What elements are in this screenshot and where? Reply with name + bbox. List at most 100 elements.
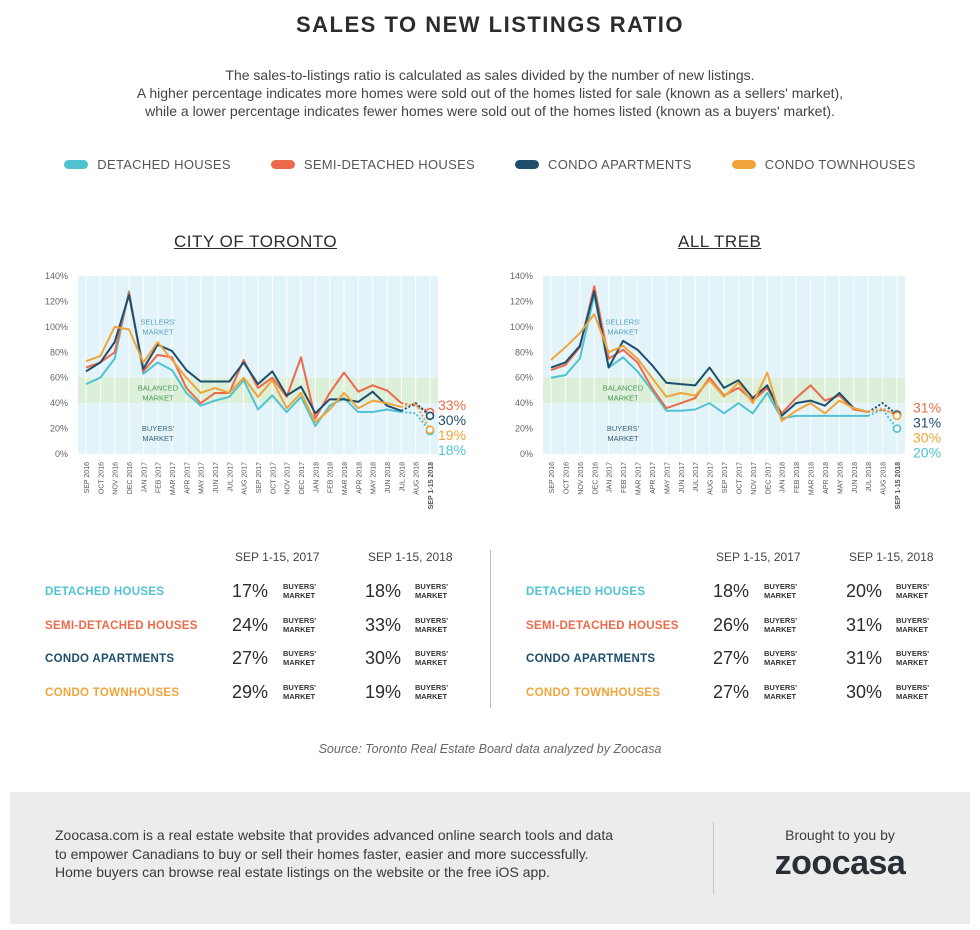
market-2018: BUYERS' MARKET [896, 682, 930, 701]
x-tick-label: MAY 2018 [837, 462, 844, 494]
y-tick-label: 60% [515, 373, 533, 383]
series-line [550, 313, 869, 422]
row-label: SEMI-DETACHED HOUSES [526, 619, 679, 632]
series-line-projection [401, 402, 431, 413]
row-label: CONDO TOWNHOUSES [45, 686, 180, 699]
market-2017: BUYERS' MARKET [283, 649, 317, 667]
x-tick-label: OCT 2016 [563, 462, 570, 494]
zone-label: BUYERS' MARKET [142, 424, 175, 443]
x-tick-label: MAY 2017 [664, 462, 671, 494]
x-tick-label: JUN 2018 [852, 462, 859, 493]
legend-item-detached: DETACHED HOUSES [64, 157, 231, 172]
chart-title-treb: ALL TREB [678, 232, 762, 251]
market-2017: BUYERS' MARKET [764, 649, 798, 667]
x-tick-label: JAN 2018 [780, 462, 787, 493]
market-2018: BUYERS' MARKET [896, 615, 930, 634]
x-tick-label: DEC 2016 [127, 462, 134, 494]
y-tick-label: 120% [510, 296, 533, 306]
legend-label: CONDO TOWNHOUSES [764, 157, 916, 172]
x-tick-label: DEC 2017 [299, 462, 306, 494]
zone-label: BALANCED MARKET [138, 383, 179, 402]
x-tick-label: JUL 2017 [227, 462, 234, 492]
series-line-projection [867, 407, 898, 417]
row-label: CONDO APARTMENTS [526, 653, 656, 665]
x-tick-label: MAR 2018 [342, 462, 349, 495]
column-header-2018: SEP 1-15, 2018 [368, 550, 453, 564]
x-tick-label: SEP 2016 [84, 462, 91, 494]
market-2018: BUYERS' MARKET [415, 682, 449, 701]
series-line [550, 285, 869, 415]
y-tick-label: 100% [510, 322, 533, 332]
x-tick-label: MAY 2017 [199, 462, 206, 494]
x-tick-label: SEP 1-15 2018 [428, 462, 435, 509]
zone-label-line: BUYERS' [142, 424, 175, 433]
column-header-2018: SEP 1-15, 2018 [849, 550, 934, 564]
footer-description: Zoocasa.com is a real estate website tha… [55, 826, 695, 882]
y-tick-label: 80% [515, 347, 533, 357]
x-tick-label: AUG 2017 [242, 462, 249, 495]
x-tick-label: SEP 2017 [722, 462, 729, 494]
x-tick-label: MAR 2017 [170, 462, 177, 495]
y-tick-label: 120% [45, 296, 68, 306]
x-tick-label: JAN 2017 [607, 462, 614, 493]
market-2017: BUYERS' MARKET [764, 615, 798, 634]
end-value-label: 18% [438, 442, 466, 458]
end-point [425, 425, 435, 435]
source-note: Source: Toronto Real Estate Board data a… [318, 742, 662, 756]
chart-title-toronto: CITY OF TORONTO [174, 232, 338, 251]
footer-divider [713, 822, 714, 894]
market-2018: BUYERS' MARKET [415, 615, 449, 634]
zone-label-line: BUYERS' [607, 424, 640, 433]
x-tick-label: APR 2018 [823, 462, 830, 494]
x-tick-label: AUG 2017 [708, 462, 715, 495]
market-2018: BUYERS' MARKET [415, 582, 449, 600]
subtitle: The sales-to-listings ratio is calculate… [40, 66, 940, 120]
market-2018: BUYERS' MARKET [896, 649, 930, 667]
legend-label: SEMI-DETACHED HOUSES [303, 157, 476, 172]
zone-label: BUYERS' MARKET [607, 424, 640, 443]
legend-item-condo-town: CONDO TOWNHOUSES [731, 157, 916, 172]
chart-treb: 0%20%40%60%80%100%120%140%SELLERS' MARKET… [510, 271, 941, 509]
zone-label-line: MARKET [142, 393, 174, 402]
x-tick-label: FEB 2017 [156, 462, 163, 493]
x-tick-label: JUN 2018 [385, 462, 392, 493]
value-2018: 31% [846, 648, 883, 668]
legend-item-condo-apt: CONDO APARTMENTS [515, 157, 692, 172]
zoocasa-logo[interactable]: zoocasa [774, 844, 906, 882]
x-tick-label: JUL 2017 [693, 462, 700, 492]
value-2017: 17% [232, 581, 269, 601]
y-tick-label: 80% [50, 347, 68, 357]
x-tick-label: DEC 2017 [765, 462, 772, 494]
end-point [892, 424, 902, 433]
end-value-label: 31% [913, 400, 941, 416]
x-tick-label: FEB 2018 [794, 462, 801, 493]
y-tick-label: 0% [520, 449, 533, 459]
x-tick-label: OCT 2017 [736, 462, 743, 494]
market-2017: BUYERS' MARKET [283, 682, 317, 701]
brought-by-text: Brought to you by [785, 827, 895, 843]
market-2017: BUYERS' MARKET [764, 682, 798, 701]
value-2018: 30% [846, 681, 883, 702]
series-line-projection [867, 408, 898, 430]
row-label: DETACHED HOUSES [45, 586, 165, 598]
x-tick-label: AUG 2018 [414, 462, 421, 495]
x-tick-label: JUL 2018 [866, 462, 873, 492]
x-tick-label: JUN 2017 [679, 462, 686, 493]
end-value-label: 30% [438, 412, 466, 428]
zone-label-line: BALANCED [138, 383, 179, 392]
row-label: CONDO APARTMENTS [45, 653, 175, 665]
market-2018: BUYERS' MARKET [415, 649, 449, 667]
x-tick-label: OCT 2016 [98, 462, 105, 494]
legend-label: DETACHED HOUSES [97, 157, 231, 172]
value-2017: 27% [713, 648, 750, 668]
x-tick-label: NOV 2017 [751, 462, 758, 495]
zone-label-line: MARKET [607, 434, 639, 443]
zone-label: BALANCED MARKET [603, 383, 644, 402]
legend-swatch [731, 160, 756, 169]
end-point [892, 411, 902, 421]
value-2018: 33% [365, 614, 402, 635]
footer-line: Home buyers can browse real estate listi… [55, 864, 550, 880]
chart-toronto: 0%20%40%60%80%100%120%140%SELLERS' MARKET… [45, 271, 466, 509]
table-divider [490, 550, 491, 708]
market-2017: BUYERS' MARKET [764, 582, 798, 600]
